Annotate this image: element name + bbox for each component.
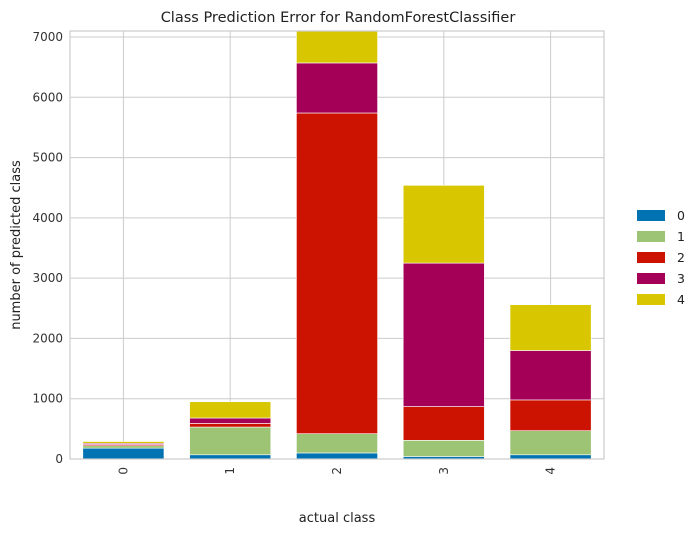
y-tick-label: 0 [55,452,63,466]
bar-segment [402,440,485,457]
x-tick-label: 4 [544,467,558,475]
chart-title: Class Prediction Error for RandomForestC… [161,10,516,26]
y-tick-label: 1000 [32,392,63,406]
bar-segment [509,399,592,431]
x-tick-label: 0 [116,467,130,475]
legend-swatch [637,231,665,242]
x-axis-label: actual class [299,511,376,526]
legend-label: 3 [677,271,685,286]
axes-layer: 0 1000 2000 3000 4000 5000 6000 7000 0 1 2 3 4 [32,30,605,475]
bar-segment [509,350,592,401]
bar-segment [82,441,165,444]
bar-segment [296,433,378,454]
legend-swatch [637,252,665,263]
y-tick-label: 4000 [32,211,63,225]
bar-segment [296,452,378,460]
bar-segment [82,447,165,460]
bar-segment [296,112,378,434]
bar-segment [402,262,485,407]
y-axis-label: number of predicted class [9,160,24,330]
bar-segment [509,430,592,456]
bar-segment [189,426,272,456]
legend-swatch [637,273,665,284]
bar-segment [296,30,378,64]
y-tick-label: 3000 [32,271,63,285]
legend: 0 1 2 3 4 [637,208,685,307]
x-tick-label: 3 [437,467,451,475]
bar-segment [509,304,592,351]
legend-swatch [637,210,665,221]
bar-segment [402,406,485,441]
y-tick-label: 2000 [32,331,63,345]
bar-segment [189,417,272,424]
bar-segment [509,454,592,460]
bar-segment [402,185,485,264]
legend-label: 0 [677,208,685,223]
legend-label: 1 [677,229,685,244]
y-tick-label: 5000 [32,151,63,165]
legend-label: 4 [677,292,685,307]
x-tick-label: 1 [223,467,237,475]
y-tick-label: 6000 [32,90,63,104]
legend-label: 2 [677,250,685,265]
bar-segment [82,445,165,449]
y-tick-label: 7000 [32,30,63,44]
bar-segment [296,62,378,114]
legend-swatch [637,294,665,305]
bars-layer [82,30,592,460]
plot-frame [69,30,605,460]
x-tick-label: 2 [330,467,344,475]
bar-segment [189,454,272,460]
bar-segment [189,423,272,428]
bar-segment [189,401,272,419]
